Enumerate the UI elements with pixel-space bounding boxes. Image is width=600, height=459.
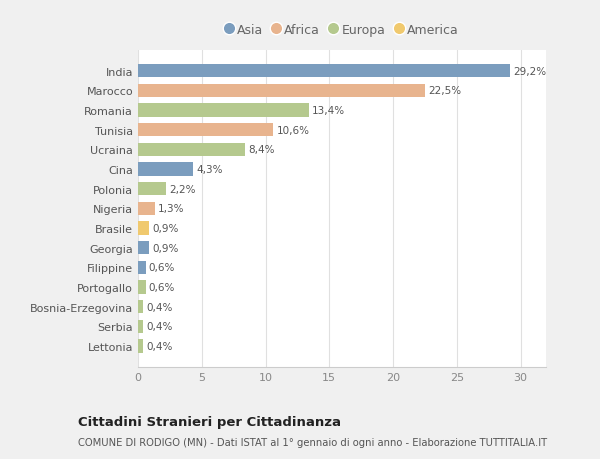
Bar	[138, 320, 143, 333]
Text: Cittadini Stranieri per Cittadinanza: Cittadini Stranieri per Cittadinanza	[78, 415, 341, 428]
Bar	[138, 183, 166, 196]
Bar	[138, 280, 146, 294]
Text: 29,2%: 29,2%	[514, 67, 547, 77]
Bar	[138, 202, 155, 216]
Text: 0,9%: 0,9%	[152, 243, 179, 253]
Bar	[138, 300, 143, 313]
Legend: Asia, Africa, Europa, America: Asia, Africa, Europa, America	[221, 19, 463, 42]
Bar	[138, 163, 193, 176]
Text: 1,3%: 1,3%	[158, 204, 184, 214]
Text: 0,4%: 0,4%	[146, 302, 173, 312]
Text: 13,4%: 13,4%	[312, 106, 345, 116]
Bar	[138, 222, 149, 235]
Text: 0,6%: 0,6%	[149, 263, 175, 273]
Text: COMUNE DI RODIGO (MN) - Dati ISTAT al 1° gennaio di ogni anno - Elaborazione TUT: COMUNE DI RODIGO (MN) - Dati ISTAT al 1°…	[78, 437, 547, 447]
Text: 0,4%: 0,4%	[146, 341, 173, 351]
Text: 8,4%: 8,4%	[248, 145, 275, 155]
Bar	[138, 143, 245, 157]
Text: 0,6%: 0,6%	[149, 282, 175, 292]
Text: 10,6%: 10,6%	[277, 125, 310, 135]
Bar	[138, 340, 143, 353]
Bar	[138, 241, 149, 255]
Text: 4,3%: 4,3%	[196, 165, 223, 174]
Text: 0,4%: 0,4%	[146, 322, 173, 331]
Bar	[138, 124, 273, 137]
Text: 22,5%: 22,5%	[428, 86, 461, 96]
Bar	[138, 65, 510, 78]
Bar	[138, 84, 425, 98]
Text: 2,2%: 2,2%	[169, 184, 196, 194]
Text: 0,9%: 0,9%	[152, 224, 179, 234]
Bar	[138, 261, 146, 274]
Bar	[138, 104, 309, 118]
